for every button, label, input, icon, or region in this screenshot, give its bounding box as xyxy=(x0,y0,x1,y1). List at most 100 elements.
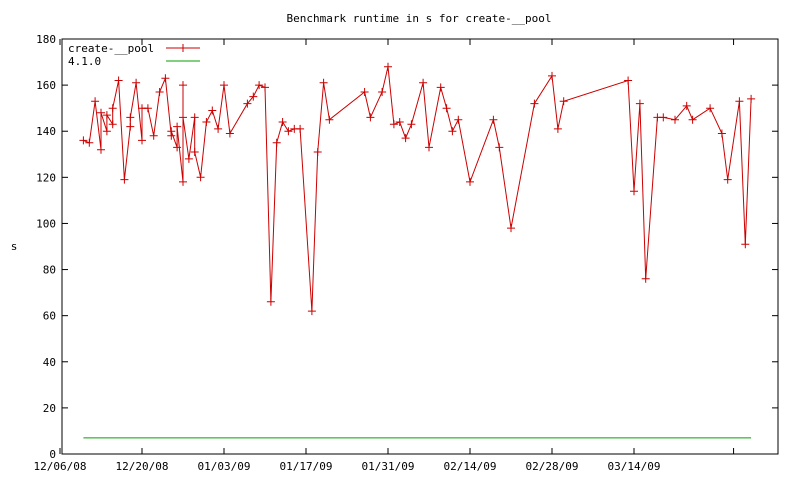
series-layer xyxy=(79,62,756,439)
data-point xyxy=(671,115,679,124)
data-point xyxy=(138,136,146,145)
y-tick-label: 0 xyxy=(49,448,56,461)
x-axis: 12/06/08 12/20/08 01/03/09 01/17/09 01/31/09… xyxy=(34,39,735,473)
data-point xyxy=(530,99,539,108)
data-point xyxy=(266,297,275,306)
data-point xyxy=(85,138,94,147)
y-tick-label: 40 xyxy=(43,356,56,369)
data-point xyxy=(436,83,445,92)
data-point xyxy=(313,148,322,156)
series-line-1 xyxy=(83,66,752,312)
data-point xyxy=(735,97,744,106)
data-point xyxy=(179,113,187,122)
y-tick-label: 160 xyxy=(36,79,56,92)
data-point xyxy=(173,143,182,152)
x-tick-label: 02/28/09 xyxy=(526,460,579,473)
data-point xyxy=(384,62,392,71)
data-point xyxy=(278,118,287,126)
data-point xyxy=(214,124,223,133)
y-tick-label: 80 xyxy=(43,264,56,277)
y-axis: 0 20 40 60 80 100 120 140 160 180 xyxy=(36,33,778,461)
x-tick-label: 12/20/08 xyxy=(116,460,169,473)
data-point xyxy=(261,83,269,92)
data-point xyxy=(635,99,644,108)
data-point xyxy=(272,138,281,147)
data-point xyxy=(319,78,328,87)
data-point xyxy=(706,104,715,113)
y-axis-label: s xyxy=(11,240,18,253)
data-point xyxy=(255,81,264,90)
data-point xyxy=(126,122,135,131)
data-point xyxy=(741,240,750,249)
data-point xyxy=(114,76,123,85)
data-point xyxy=(296,124,305,133)
y-tick-label: 60 xyxy=(43,310,56,323)
data-point xyxy=(208,106,217,115)
data-point xyxy=(442,104,451,113)
data-point xyxy=(395,118,404,126)
data-point xyxy=(688,115,697,124)
data-point xyxy=(79,136,88,145)
data-point xyxy=(97,108,105,117)
data-point xyxy=(132,78,141,87)
data-point xyxy=(723,175,732,184)
y-tick-label: 180 xyxy=(36,33,56,46)
data-point xyxy=(284,127,293,136)
data-point xyxy=(425,143,433,152)
data-point xyxy=(202,118,211,126)
data-point xyxy=(717,129,726,138)
data-point xyxy=(407,120,416,129)
y-tick-label: 20 xyxy=(43,402,56,415)
data-point xyxy=(559,97,568,106)
data-point xyxy=(91,97,100,106)
data-point xyxy=(360,88,369,96)
data-point xyxy=(553,124,562,133)
data-point xyxy=(624,76,633,85)
data-point xyxy=(220,81,228,90)
data-point xyxy=(307,307,316,316)
data-point xyxy=(630,187,638,196)
legend-label: create-__pool xyxy=(68,42,154,55)
data-point xyxy=(378,88,387,96)
data-point xyxy=(102,127,111,136)
y-tick-label: 140 xyxy=(36,125,56,138)
data-point xyxy=(190,113,199,122)
y-tick-label: 120 xyxy=(36,171,56,184)
data-point xyxy=(196,173,205,182)
data-point xyxy=(97,145,105,154)
data-point xyxy=(126,113,135,122)
x-tick-label: 01/17/09 xyxy=(280,460,333,473)
data-point xyxy=(641,274,650,283)
data-point xyxy=(225,129,234,138)
data-point xyxy=(161,74,170,83)
data-point xyxy=(243,99,252,108)
x-tick-label: 01/31/09 xyxy=(362,460,415,473)
data-point xyxy=(108,104,117,113)
data-point xyxy=(167,127,176,136)
data-point xyxy=(448,127,457,136)
data-point xyxy=(466,177,474,186)
data-point xyxy=(179,177,187,186)
data-point xyxy=(401,134,410,143)
data-point xyxy=(389,120,398,129)
data-point xyxy=(682,101,691,110)
data-point xyxy=(659,113,668,122)
data-point xyxy=(325,115,334,124)
x-tick-label: 02/14/09 xyxy=(444,460,497,473)
data-point xyxy=(143,104,152,113)
data-point xyxy=(184,154,193,163)
legend-label: 4.1.0 xyxy=(68,55,101,68)
chart-title: Benchmark runtime in s for create-__pool xyxy=(287,12,552,25)
data-point xyxy=(190,148,199,156)
data-point xyxy=(454,115,463,124)
data-point xyxy=(120,175,129,184)
data-point xyxy=(507,224,515,233)
data-point xyxy=(489,115,498,124)
legend-marker xyxy=(179,44,187,52)
data-point xyxy=(495,143,504,152)
data-point xyxy=(155,88,164,96)
data-point xyxy=(179,81,187,90)
data-point xyxy=(173,122,182,131)
